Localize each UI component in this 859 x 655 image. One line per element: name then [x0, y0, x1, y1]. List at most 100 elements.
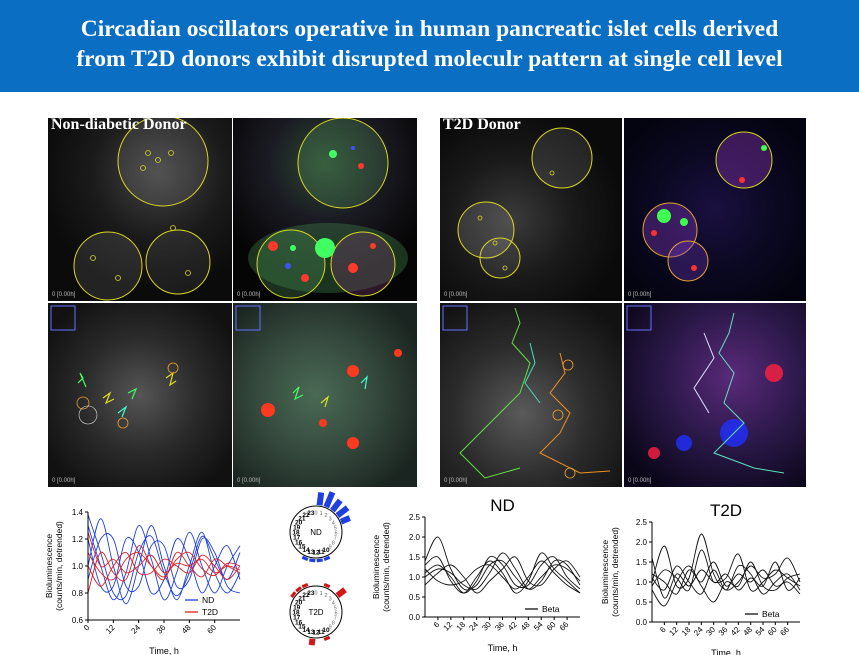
hour-label: 4 — [332, 521, 335, 527]
rose-bar — [323, 635, 331, 642]
hour-label: 7 — [334, 616, 337, 622]
rose-bar — [290, 591, 297, 598]
t2d-fluorescence-islet-image: 0 [0.00h] — [624, 118, 806, 301]
x-tick-label: 36 — [155, 623, 168, 636]
x-tick-label: 12 — [667, 625, 680, 638]
hour-label: 11 — [318, 629, 325, 636]
rose-bar — [323, 491, 336, 509]
x-tick-label: 24 — [129, 623, 142, 636]
chart-title: T2D — [710, 501, 742, 520]
x-tick-label: 54 — [532, 620, 545, 633]
title-banner: Circadian oscillators operative in human… — [0, 0, 859, 92]
hour-label: 12 — [312, 550, 320, 557]
legend-label-beta: Beta — [762, 609, 780, 619]
hour-label: 16 — [295, 540, 303, 547]
series-line-beta — [651, 553, 801, 599]
series-line-t2d — [87, 551, 241, 581]
rose-bar — [308, 638, 316, 646]
hour-label: 1 — [320, 591, 323, 597]
hour-label: 23 — [307, 510, 315, 517]
hour-label: 4 — [332, 601, 335, 607]
hour-label: 3 — [329, 516, 332, 522]
series-line-beta — [424, 560, 581, 594]
x-tick-label: 24 — [467, 620, 480, 633]
y-tick-label: 0.0 — [636, 618, 648, 627]
y-tick-label: 2.0 — [409, 533, 421, 542]
rose-bar — [301, 555, 309, 562]
y-tick-label: 1.5 — [409, 553, 421, 562]
y-axis-label: Bioluminescence — [44, 534, 54, 599]
y-tick-label: 1.0 — [409, 573, 421, 582]
rose-circle — [289, 585, 343, 639]
timestamp: 0 [0.00h] — [628, 292, 652, 298]
hour-label: 13 — [307, 629, 315, 636]
series-line-beta — [424, 555, 581, 594]
timestamp: 0 [0.00h] — [628, 478, 652, 484]
timestamp: 0 [0.00h] — [444, 292, 468, 298]
hour-label: 18 — [292, 610, 300, 617]
x-tick-label: 6 — [658, 625, 668, 635]
x-tick-label: 24 — [692, 625, 705, 638]
series-line-beta — [651, 564, 801, 595]
x-tick-label: 60 — [766, 625, 779, 638]
hour-label: 3 — [329, 596, 332, 602]
y-tick-label: 0.5 — [636, 598, 648, 607]
x-axis-label: Time, h — [488, 643, 518, 653]
hour-label: 11 — [318, 549, 325, 556]
x-tick-label: 60 — [205, 623, 218, 636]
hour-label: 1 — [320, 511, 323, 517]
hour-label: 15 — [298, 624, 306, 631]
t2d-beta-bioluminescence-chart: T2D 0.0 0.5 1.0 1.5 2.0 2.5 6 12 18 24 30 36 42 48 54 60… — [600, 501, 801, 655]
chart-title: ND — [490, 496, 515, 515]
rose-bar — [309, 558, 316, 563]
y-tick-label: 0.8 — [72, 589, 84, 598]
nd-donor-label: Non-diabetic Donor — [51, 118, 187, 133]
nd-fluorescence-tracking-image: 0 [0.00h] — [233, 303, 417, 487]
legend-label-beta: Beta — [542, 604, 560, 614]
timestamp: 0 [0.00h] — [444, 478, 468, 484]
series-line-beta — [651, 549, 801, 592]
hour-label: 5 — [334, 605, 337, 611]
timestamp: 0 [0.00h] — [52, 478, 76, 484]
hour-label: 8 — [332, 621, 335, 627]
hour-label: 15 — [298, 544, 306, 551]
y-axis-label: Bioluminescence — [371, 535, 381, 600]
rose-bar — [323, 582, 331, 589]
x-axis-label: Time, h — [711, 648, 741, 655]
hour-label: 10 — [322, 547, 330, 554]
hour-label: 7 — [334, 536, 337, 542]
hour-label: 22 — [302, 592, 310, 599]
series-line-t2d — [87, 552, 241, 587]
t2d-grayscale-islet-image: T2D Donor 0 [0.00h] — [440, 118, 622, 301]
hour-label: 18 — [292, 530, 300, 537]
rose-bar — [295, 586, 302, 593]
y-tick-label: 0.0 — [409, 613, 421, 622]
x-tick-label: 54 — [754, 625, 767, 638]
hour-label: 14 — [302, 627, 310, 634]
timestamp: 0 [0.00h] — [237, 292, 261, 298]
y-tick-label: 0.5 — [409, 593, 421, 602]
rose-bar — [335, 587, 347, 598]
rose-bar — [316, 492, 325, 506]
hour-label: 19 — [293, 604, 301, 611]
nd-grayscale-tracking-image: 0 [0.00h] — [48, 303, 232, 487]
timestamp: 0 [0.00h] — [52, 292, 76, 298]
x-tick-label: 18 — [455, 620, 468, 633]
rose-bar — [339, 515, 351, 525]
legend-label-t2d: T2D — [202, 607, 218, 617]
t2d-phase-rose-plot: 0 1 234567891011121314151617181920212223T2… — [289, 582, 347, 646]
hour-label: 0 — [314, 591, 317, 597]
y-axis-label: (counts/min, detrended) — [610, 527, 620, 617]
rose-bar — [330, 498, 343, 513]
title-line-2: from T2D donors exhibit disrupted molecu… — [76, 46, 783, 72]
hour-label: 17 — [293, 535, 301, 542]
hour-label: 10 — [322, 627, 330, 634]
rose-title: T2D — [308, 608, 323, 617]
nd-vs-t2d-bioluminescence-chart: 0.6 0.8 1.0 1.2 1.4 0 12 24 36 48 60 Time, h Biolumi… — [44, 508, 241, 655]
y-axis-label: Bioluminescence — [600, 540, 610, 605]
hour-label: 22 — [302, 512, 310, 519]
hour-label: 9 — [329, 625, 332, 631]
t2d-grayscale-tracking-image: 0 [0.00h] — [440, 303, 622, 487]
x-tick-label: 42 — [506, 620, 519, 633]
